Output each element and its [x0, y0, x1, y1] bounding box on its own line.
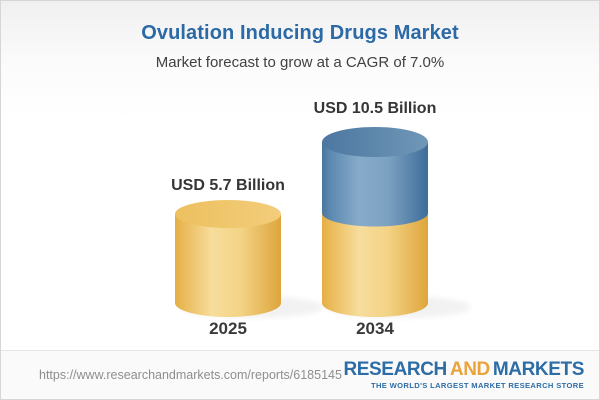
logo-word-research: RESEARCH	[343, 359, 447, 381]
report-url: https://www.researchandmarkets.com/repor…	[39, 368, 342, 382]
value-label-2025: USD 5.7 Billion	[171, 177, 285, 194]
value-label-2034: USD 10.5 Billion	[313, 100, 437, 117]
bar-2034-growth-segment	[322, 142, 428, 227]
bar-2034-base-segment	[322, 213, 428, 317]
axis-label-2034: 2034	[356, 319, 394, 338]
researchandmarkets-logo: RESEARCH AND MARKETS THE WORLD'S LARGEST M…	[343, 360, 584, 390]
bar-cylinder-2034	[322, 127, 428, 317]
logo-word-markets: MARKETS	[492, 359, 585, 381]
logo-tagline: THE WORLD'S LARGEST MARKET RESEARCH STOR…	[370, 381, 584, 391]
chart-title: Ovulation Inducing Drugs Market	[141, 22, 459, 44]
chart-subtitle: Market forecast to grow at a CAGR of 7.0…	[155, 54, 445, 71]
bar-cylinder-2025	[175, 200, 281, 317]
axis-label-2025: 2025	[209, 319, 247, 338]
footer-bar: https://www.researchandmarkets.com/repor…	[1, 350, 599, 399]
logo-wordmark: RESEARCH AND MARKETS	[343, 360, 584, 379]
logo-word-and: AND	[449, 359, 490, 381]
